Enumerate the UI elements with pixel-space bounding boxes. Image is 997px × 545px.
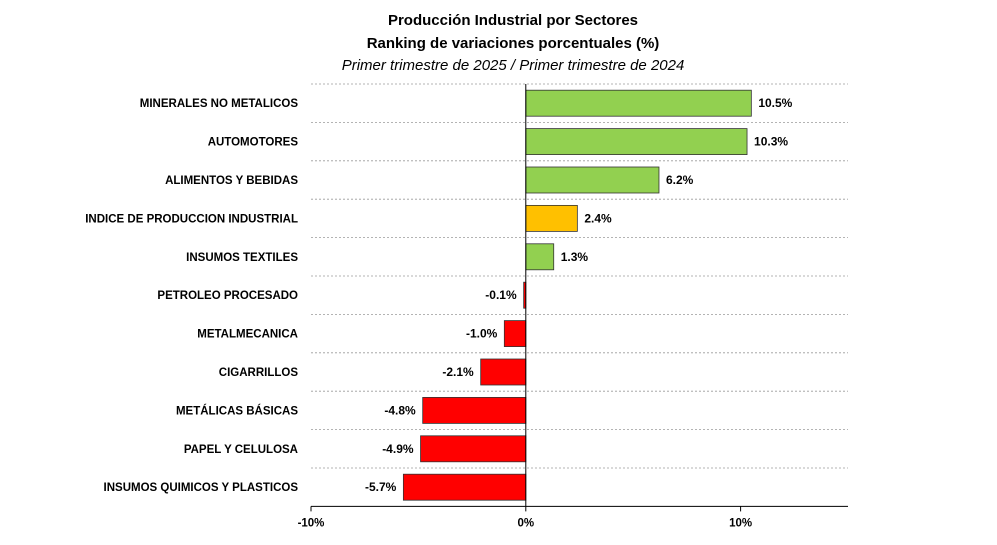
chart-title: Producción Industrial por Sectores (388, 12, 638, 29)
bar (422, 396, 527, 424)
category-labels: MINERALES NO METALICOS AUTOMOTORES ALIMENT… (85, 98, 298, 494)
x-tick-label: 10% (729, 517, 752, 529)
chart-title-line2: Ranking de variaciones porcentuales (%) (367, 35, 660, 52)
x-tick-label: -10% (298, 517, 325, 529)
gridlines (311, 83, 848, 469)
bar (402, 473, 527, 501)
x-tick-label: 0% (517, 517, 534, 529)
x-axis: -10% 0% 10% (298, 84, 848, 529)
category-label: INSUMOS TEXTILES (186, 252, 298, 264)
bar (480, 358, 527, 386)
bar (503, 320, 527, 348)
data-label: -4.8% (384, 403, 416, 417)
bar (525, 89, 752, 117)
category-label: METÁLICAS BÁSICAS (176, 404, 298, 417)
data-label: -2.1% (442, 365, 474, 379)
category-label: CIGARRILLOS (219, 367, 299, 379)
category-label: PAPEL Y CELULOSA (184, 444, 298, 456)
bar (420, 435, 527, 463)
category-label: INSUMOS QUIMICOS Y PLASTICOS (104, 482, 299, 494)
data-label: -4.9% (382, 442, 414, 456)
data-label: 6.2% (666, 173, 694, 187)
data-label: -0.1% (485, 288, 517, 302)
category-label: PETROLEO PROCESADO (157, 290, 298, 302)
category-label: AUTOMOTORES (208, 137, 299, 149)
category-label: METALMECANICA (197, 329, 298, 341)
bar (525, 166, 660, 194)
data-label: 10.5% (758, 96, 792, 110)
chart-subtitle: Primer trimestre de 2025 / Primer trimes… (342, 57, 685, 74)
data-label: 2.4% (584, 211, 612, 225)
category-label: ALIMENTOS Y BEBIDAS (165, 175, 298, 187)
data-label: 1.3% (561, 250, 589, 264)
bar (525, 128, 748, 156)
data-label: -1.0% (466, 327, 498, 341)
data-label: -5.7% (365, 480, 397, 494)
bars: 10.5% 10.3% 6.2% 2.4% 1.3% -0.1% -1.0% -2.1% -4.… (365, 89, 793, 501)
bar (525, 204, 578, 232)
category-label: INDICE DE PRODUCCION INDUSTRIAL (85, 213, 298, 225)
data-label: 10.3% (754, 135, 788, 149)
bar (525, 243, 555, 271)
category-label: MINERALES NO METALICOS (140, 98, 299, 110)
